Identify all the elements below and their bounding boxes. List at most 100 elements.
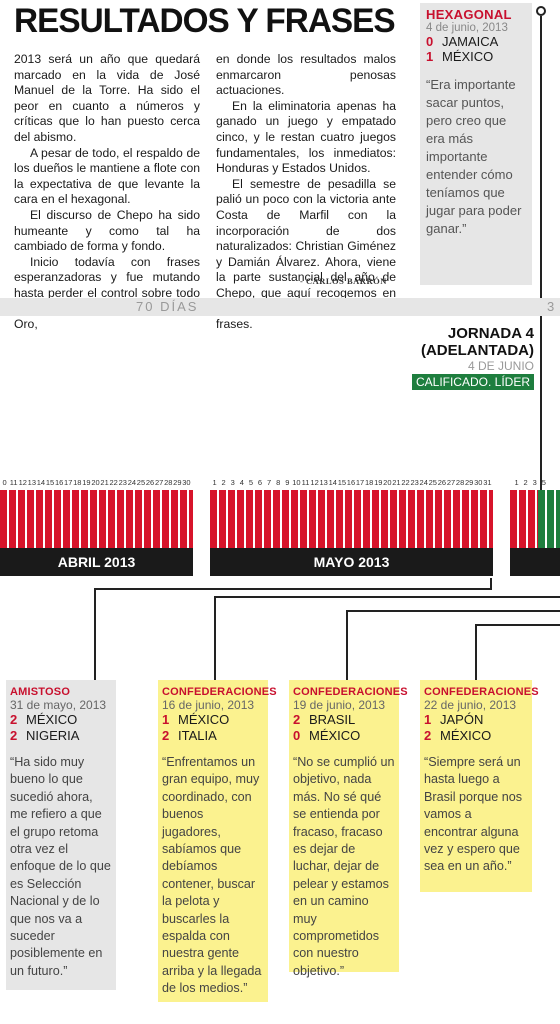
hexagonal-title: HEXAGONAL <box>426 7 512 22</box>
day-tick-label: 30 <box>182 478 191 487</box>
day-tick-label: 24 <box>419 478 428 487</box>
days-bar <box>0 298 560 316</box>
score: 1 <box>424 712 432 727</box>
article-paragraph: En la eliminatoria apenas ha ganado un j… <box>216 98 396 176</box>
score: 2 <box>10 712 18 727</box>
jornada-subtitle: (ADELANTADA) <box>420 342 534 359</box>
day-tick-label: 16 <box>54 478 64 487</box>
day-tick-label: 23 <box>118 478 127 487</box>
score: 2 <box>10 728 18 743</box>
day-tick-label: 3 <box>532 478 537 487</box>
day-tick-label: 2 <box>221 478 226 487</box>
card-score-row: 2 BRASIL <box>293 712 395 728</box>
hexagonal-date: 4 de junio, 2013 <box>426 22 508 34</box>
score: 2 <box>162 728 170 743</box>
day-tick-label: 9 <box>285 478 290 487</box>
byline: - CARLOS BARRÓN <box>300 276 387 286</box>
day-tick-label: 23 <box>410 478 419 487</box>
card-date: 19 de junio, 2013 <box>293 698 386 712</box>
day-tick-label: 12 <box>18 478 27 487</box>
card-date: 22 de junio, 2013 <box>424 698 517 712</box>
team-name: BRASIL <box>309 712 356 727</box>
status-badge: CALIFICADO. LÍDER <box>411 374 534 390</box>
day-tick-label: 21 <box>392 478 401 487</box>
day-tick-label: 11 <box>301 478 310 487</box>
article-paragraph: Inicio todavía con frases esperanzadoras… <box>14 254 200 332</box>
card-score-row: 1 MÉXICO <box>162 712 264 728</box>
card-score-row: 2 NIGERIA <box>10 728 112 744</box>
day-tick-label: 5 <box>248 478 253 487</box>
day-tick-label: 28 <box>455 478 465 487</box>
day-tick-label: 29 <box>465 478 474 487</box>
card-title: AMISTOSO <box>10 686 71 698</box>
days-label: 70 DÍAS <box>136 299 199 314</box>
timeline-marker-icon <box>536 6 546 16</box>
connector-line <box>346 610 560 612</box>
card-date: 16 de junio, 2013 <box>162 698 255 712</box>
month-label: ABRIL 2013 <box>0 548 193 576</box>
card-title: CONFEDERACIONES <box>424 686 539 698</box>
hexagonal-score-row-2: 1 MÉXICO <box>426 49 526 64</box>
day-tick-label: 7 <box>267 478 272 487</box>
timeline-connector <box>540 16 542 490</box>
team-name: MÉXICO <box>442 49 494 64</box>
day-stripes <box>210 490 493 548</box>
card-score-row: 2 MÉXICO <box>424 728 528 744</box>
team-name: MÉXICO <box>26 712 78 727</box>
team-name: JAPÓN <box>440 712 484 727</box>
hexagonal-quote: “Era importante sacar puntos, pero creo … <box>426 77 522 236</box>
article-paragraph: A pesar de todo, el respaldo de los dueñ… <box>14 145 200 207</box>
month-may: MAYO 2013 <box>210 490 493 578</box>
headline: RESULTADOS Y FRASES <box>14 2 396 40</box>
card-quote: “Siempre será un hasta luego a Brasil po… <box>424 755 523 874</box>
card-score-row: 2 MÉXICO <box>10 712 112 728</box>
day-tick-label: 29 <box>173 478 182 487</box>
connector-line <box>490 578 492 590</box>
team-name: NIGERIA <box>26 728 80 743</box>
card-score-row: 1 JAPÓN <box>424 712 528 728</box>
day-tick-label: 19 <box>374 478 383 487</box>
day-tick-label: 17 <box>64 478 73 487</box>
day-tick-label: 22 <box>401 478 410 487</box>
day-tick-label: 28 <box>164 478 173 487</box>
day-stripes <box>0 490 193 548</box>
day-tick-label: 12 <box>310 478 319 487</box>
day-tick-label: 3 <box>230 478 235 487</box>
day-tick-label: 1 <box>514 478 519 487</box>
day-tick-label: 26 <box>437 478 447 487</box>
days-right-label: 3 <box>547 299 555 314</box>
day-tick-label: 27 <box>446 478 456 487</box>
article-paragraph: 2013 será un año que quedará marcado en … <box>14 52 200 144</box>
month-april: ABRIL 2013 <box>0 490 193 578</box>
day-tick-label: 26 <box>145 478 155 487</box>
day-tick-label: 10 <box>292 478 301 487</box>
day-tick-label: 25 <box>136 478 146 487</box>
score: 0 <box>293 728 301 743</box>
day-tick-label: 2 <box>523 478 528 487</box>
match-card-brasil-mexico: CONFEDERACIONES 19 de junio, 2013 2 BRASI… <box>289 680 408 978</box>
day-tick-label: 11 <box>9 478 18 487</box>
hexagonal-score-row-1: 0 JAMAICA <box>426 34 526 49</box>
jornada-title: JORNADA 4 <box>447 325 534 342</box>
score: 2 <box>293 712 301 727</box>
day-tick-label: 27 <box>154 478 164 487</box>
card-score-row: 2 ITALIA <box>162 728 264 744</box>
connector-line <box>214 596 560 598</box>
day-tick-label: 0 <box>2 478 7 487</box>
day-stripes-green <box>538 490 560 548</box>
card-score-row: 0 MÉXICO <box>293 728 395 744</box>
day-tick-label: 5 <box>541 478 546 487</box>
month-june <box>510 490 560 578</box>
day-tick-label: 20 <box>91 478 100 487</box>
connector-line <box>94 588 492 590</box>
day-tick-label: 18 <box>73 478 82 487</box>
day-tick-label: 25 <box>428 478 437 487</box>
may-ticks: 1 2 3 4 5 6 7 8 9 1011121314151617181920212223242… <box>210 478 492 487</box>
day-tick-label: 8 <box>276 478 281 487</box>
card-date: 31 de mayo, 2013 <box>10 698 107 712</box>
team-name: MÉXICO <box>309 728 361 743</box>
article-paragraph: en donde los resultados malos enmarcaron… <box>216 52 396 98</box>
score: 1 <box>162 712 170 727</box>
article-paragraph: El discurso de Chepo ha sido humeante y … <box>14 207 200 254</box>
connector-line <box>346 610 348 680</box>
